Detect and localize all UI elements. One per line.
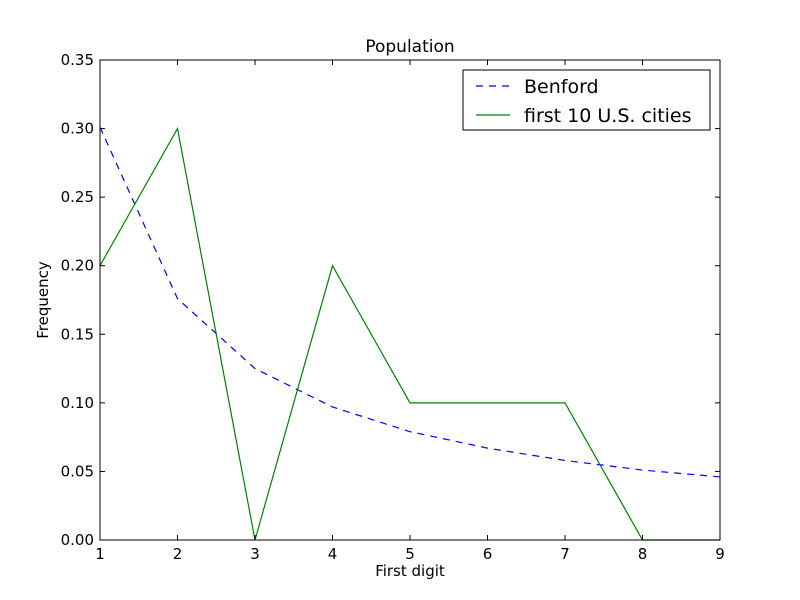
y-axis-label: Frequency [34, 261, 52, 339]
legend-box [462, 69, 711, 131]
x-tick-label: 4 [328, 545, 338, 563]
x-tick-label: 1 [95, 545, 105, 563]
axis-ticks: 1 2 3 4 5 6 7 8 9 0.00 0.05 0.10 0.15 0.20 0.25 0.30 0.3… [61, 51, 725, 563]
legend: Benford first 10 U.S. cities [462, 69, 711, 131]
legend-label-benford: Benford [524, 76, 599, 98]
x-tick-label: 8 [638, 545, 648, 563]
y-tick-label: 0.25 [61, 188, 94, 206]
plot-marks [99, 126, 721, 541]
x-tick-label: 7 [560, 545, 570, 563]
x-tick-label: 6 [483, 545, 493, 563]
y-tick-label: 0.15 [61, 325, 94, 343]
chart-title: Population [365, 37, 454, 57]
y-tick-label: 0.20 [61, 257, 94, 275]
x-tick-label: 3 [250, 545, 260, 563]
y-tick-label: 0.30 [61, 120, 94, 138]
series-line-0 [99, 126, 721, 478]
legend-label-us-cities: first 10 U.S. cities [524, 105, 692, 127]
y-tick-label: 0.35 [61, 51, 94, 69]
y-tick-label: 0.10 [61, 394, 94, 412]
x-tick-label: 5 [405, 545, 415, 563]
y-tick-label: 0.00 [61, 531, 94, 549]
x-axis-label: First digit [375, 562, 445, 580]
series-line-1 [99, 126, 720, 541]
y-tick-label: 0.05 [61, 462, 94, 480]
x-tick-label: 9 [715, 545, 725, 563]
x-tick-label: 2 [173, 545, 183, 563]
